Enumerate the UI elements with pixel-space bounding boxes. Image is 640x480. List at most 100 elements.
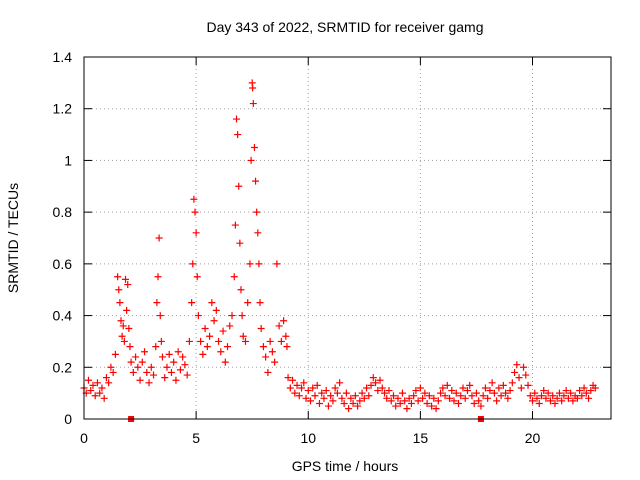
data-point <box>221 358 229 366</box>
y-tick-label: 0 <box>64 411 72 427</box>
data-point <box>434 397 442 405</box>
data-point <box>360 394 368 402</box>
data-point <box>293 381 301 389</box>
data-point <box>508 379 516 387</box>
data-point <box>522 371 530 379</box>
y-tick-label: 1.2 <box>53 101 73 117</box>
data-point <box>477 402 485 410</box>
data-point <box>219 327 227 335</box>
data-point <box>365 392 373 400</box>
data-point <box>450 397 458 405</box>
data-point <box>385 387 393 395</box>
data-point <box>452 389 460 397</box>
data-point <box>174 348 182 356</box>
x-tick-label: 5 <box>192 430 200 446</box>
data-point <box>102 374 110 382</box>
data-point <box>585 394 593 402</box>
data-point <box>401 397 409 405</box>
data-point <box>495 384 503 392</box>
data-point <box>156 312 164 320</box>
data-point <box>383 394 391 402</box>
data-point <box>87 387 95 395</box>
data-point <box>311 392 319 400</box>
data-point <box>481 384 489 392</box>
data-point <box>410 392 418 400</box>
data-point <box>203 343 211 351</box>
data-point <box>441 392 449 400</box>
data-point <box>252 177 260 185</box>
data-point <box>230 273 238 281</box>
data-point <box>167 368 175 376</box>
data-point <box>161 374 169 382</box>
data-point <box>254 229 262 237</box>
y-tick-label: 0.6 <box>53 256 73 272</box>
y-tick-label: 1.4 <box>53 49 73 65</box>
y-tick-label: 1 <box>64 152 72 168</box>
data-point <box>105 379 113 387</box>
data-point <box>249 100 257 108</box>
data-point <box>564 394 572 402</box>
data-point <box>241 337 249 345</box>
data-point <box>217 348 225 356</box>
data-point <box>486 387 494 395</box>
data-point <box>118 332 126 340</box>
data-point <box>472 389 480 397</box>
data-point <box>437 389 445 397</box>
data-point <box>126 343 134 351</box>
data-point <box>134 363 142 371</box>
data-point <box>249 84 257 92</box>
data-point <box>201 325 209 332</box>
data-point <box>121 275 129 283</box>
data-point <box>253 208 261 216</box>
data-point <box>232 115 240 123</box>
data-point <box>535 399 543 407</box>
data-point <box>540 387 548 395</box>
data-point <box>191 208 199 216</box>
x-tick-label: 10 <box>300 430 316 446</box>
data-point <box>91 392 99 400</box>
data-point <box>389 392 397 400</box>
y-axis-label: SRMTID / TECUs <box>5 183 21 293</box>
data-point <box>234 131 242 139</box>
data-point <box>244 299 252 307</box>
data-point <box>271 358 279 366</box>
x-tick-label: 15 <box>413 430 429 446</box>
data-point <box>172 376 180 384</box>
data-point <box>190 195 198 203</box>
data-point <box>145 379 153 387</box>
data-point <box>268 348 276 356</box>
data-point <box>138 358 146 366</box>
data-point <box>432 405 440 413</box>
data-point <box>127 358 135 366</box>
data-point <box>194 312 202 320</box>
data-point <box>354 402 362 410</box>
y-tick-label: 0.2 <box>53 359 73 375</box>
data-point <box>181 361 189 369</box>
data-point <box>116 299 124 307</box>
data-point <box>356 397 364 405</box>
data-point <box>259 343 267 351</box>
data-point <box>115 286 123 294</box>
data-point <box>273 260 281 268</box>
data-point <box>107 363 115 371</box>
data-point <box>275 322 283 330</box>
data-point <box>511 368 519 376</box>
data-point <box>459 384 467 392</box>
data-point <box>231 221 239 229</box>
data-point <box>582 389 590 397</box>
data-point <box>246 260 254 268</box>
data-point <box>394 394 402 402</box>
data-point <box>324 402 332 410</box>
data-point <box>414 397 422 405</box>
data-point <box>96 389 104 397</box>
data-point <box>403 405 411 413</box>
data-point <box>157 337 165 345</box>
data-point <box>277 337 285 345</box>
data-point <box>163 363 171 371</box>
data-point <box>93 379 101 387</box>
data-point <box>506 387 514 395</box>
data-point <box>192 229 200 237</box>
data-point <box>295 392 303 400</box>
data-point <box>147 363 155 371</box>
